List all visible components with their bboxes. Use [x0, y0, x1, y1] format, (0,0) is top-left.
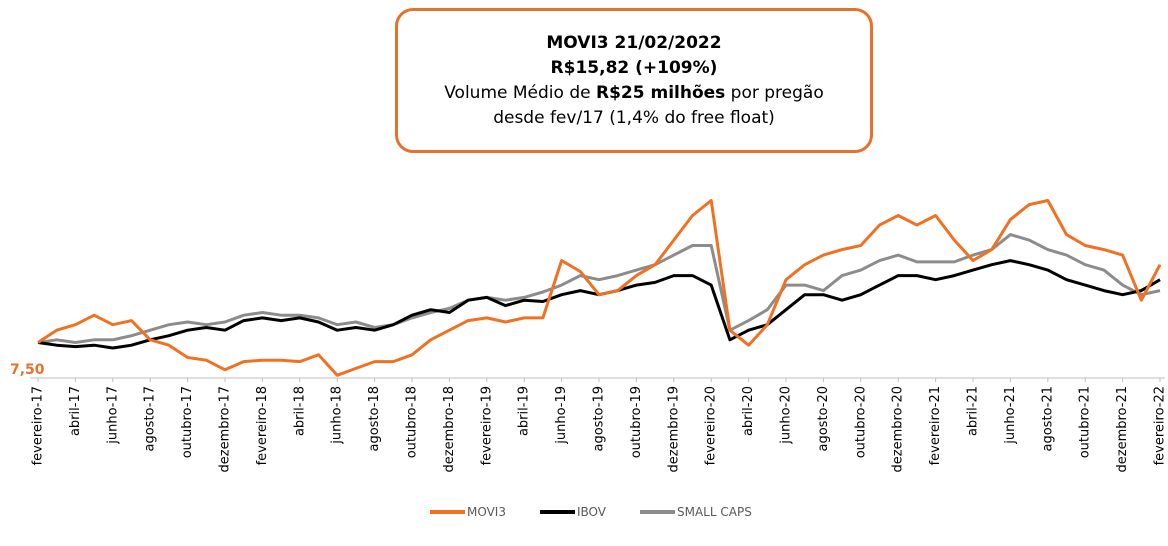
x-tick-label: abril-20: [741, 386, 756, 436]
x-tick-label: junho-21: [1003, 386, 1018, 445]
annotation-text: Volume Médio de: [444, 83, 596, 103]
y-tick-label: 7,50: [10, 362, 45, 378]
x-tick-label: outubro-19: [629, 386, 644, 458]
x-tick-label: outubro-17: [180, 386, 195, 458]
x-tick-label: junho-20: [779, 386, 794, 445]
x-tick-label: dezembro-20: [891, 386, 906, 472]
x-tick-label: fevereiro-22: [1153, 386, 1168, 465]
annotation-line: Volume Médio de R$25 milhões por pregão: [398, 81, 870, 106]
x-tick-label: fevereiro-19: [479, 386, 494, 465]
series-line: [37, 233, 1161, 344]
x-tick-label: fevereiro-21: [928, 386, 943, 465]
x-tick-label: abril-17: [68, 386, 83, 436]
x-tick-label: outubro-18: [405, 386, 420, 458]
x-tick-label: dezembro-17: [218, 386, 233, 472]
annotation-bold: R$25 milhões: [595, 83, 726, 103]
x-tick-label: outubro-21: [1078, 386, 1093, 458]
x-tick-label: agosto-17: [143, 386, 158, 451]
series-line: [37, 199, 1162, 377]
series-line: [37, 259, 1161, 350]
legend-label: SMALL CAPS: [677, 505, 752, 519]
x-tick-label: junho-19: [554, 386, 569, 445]
x-tick-label: agosto-20: [816, 386, 831, 451]
x-tick-label: junho-18: [330, 386, 345, 445]
annotation-line: R$15,82 (+109%): [550, 58, 718, 78]
annotation-line: MOVI3 21/02/2022: [546, 33, 722, 53]
x-tick-label: agosto-19: [592, 386, 607, 451]
x-tick-label: dezembro-19: [666, 386, 681, 472]
x-tick-label: dezembro-21: [1115, 386, 1130, 472]
x-tick-label: abril-21: [966, 386, 981, 436]
x-tick-label: fevereiro-18: [255, 386, 270, 465]
legend-label: IBOV: [577, 505, 607, 519]
x-tick-label: fevereiro-17: [31, 386, 46, 465]
annotation-line: desde fev/17 (1,4% do free float): [493, 108, 775, 128]
x-tick-label: outubro-20: [853, 386, 868, 458]
annotation-text: por pregão: [725, 83, 824, 103]
legend-label: MOVI3: [467, 505, 506, 519]
annotation-box: MOVI3 21/02/2022 R$15,82 (+109%) Volume …: [395, 8, 873, 153]
x-tick-label: abril-19: [517, 386, 532, 436]
x-tick-label: fevereiro-20: [704, 386, 719, 465]
x-tick-label: agosto-18: [367, 386, 382, 451]
x-tick-label: agosto-21: [1040, 386, 1055, 451]
x-tick-label: junho-17: [105, 386, 120, 445]
x-tick-label: dezembro-18: [442, 386, 457, 472]
x-tick-label: abril-18: [292, 386, 307, 436]
